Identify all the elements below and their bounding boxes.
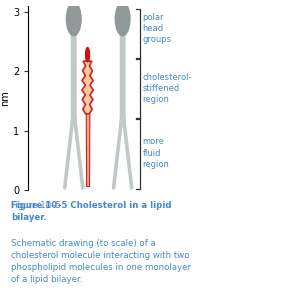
FancyBboxPatch shape: [71, 33, 77, 127]
Polygon shape: [82, 61, 93, 114]
Ellipse shape: [112, 184, 115, 190]
Circle shape: [86, 48, 90, 62]
FancyBboxPatch shape: [120, 33, 126, 127]
Text: polar
head
groups: polar head groups: [143, 12, 172, 45]
Y-axis label: nm: nm: [0, 90, 10, 106]
Ellipse shape: [115, 2, 130, 36]
Text: cholesterol-
stiffened
region: cholesterol- stiffened region: [143, 72, 192, 105]
Text: Figure 10–5: Figure 10–5: [11, 201, 64, 210]
Ellipse shape: [66, 2, 81, 36]
Polygon shape: [72, 114, 85, 187]
Ellipse shape: [130, 184, 133, 190]
Polygon shape: [86, 114, 90, 187]
Polygon shape: [121, 114, 133, 187]
Polygon shape: [112, 114, 124, 187]
Text: Figure 10–5 Cholesterol in a lipid
bilayer.: Figure 10–5 Cholesterol in a lipid bilay…: [11, 201, 172, 222]
Polygon shape: [63, 114, 75, 187]
Text: more
fluid
region: more fluid region: [143, 137, 169, 169]
Ellipse shape: [81, 184, 85, 190]
Text: Schematic drawing (to scale) of a
cholesterol molecule interacting with two
phos: Schematic drawing (to scale) of a choles…: [11, 239, 191, 284]
Ellipse shape: [63, 184, 67, 190]
